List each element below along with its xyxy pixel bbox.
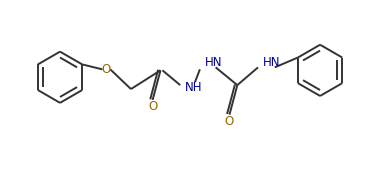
Text: NH: NH <box>185 81 203 94</box>
Text: HN: HN <box>205 56 222 69</box>
Text: O: O <box>225 115 234 128</box>
Text: O: O <box>148 100 157 113</box>
Text: O: O <box>102 63 111 76</box>
Text: HN: HN <box>263 56 281 69</box>
